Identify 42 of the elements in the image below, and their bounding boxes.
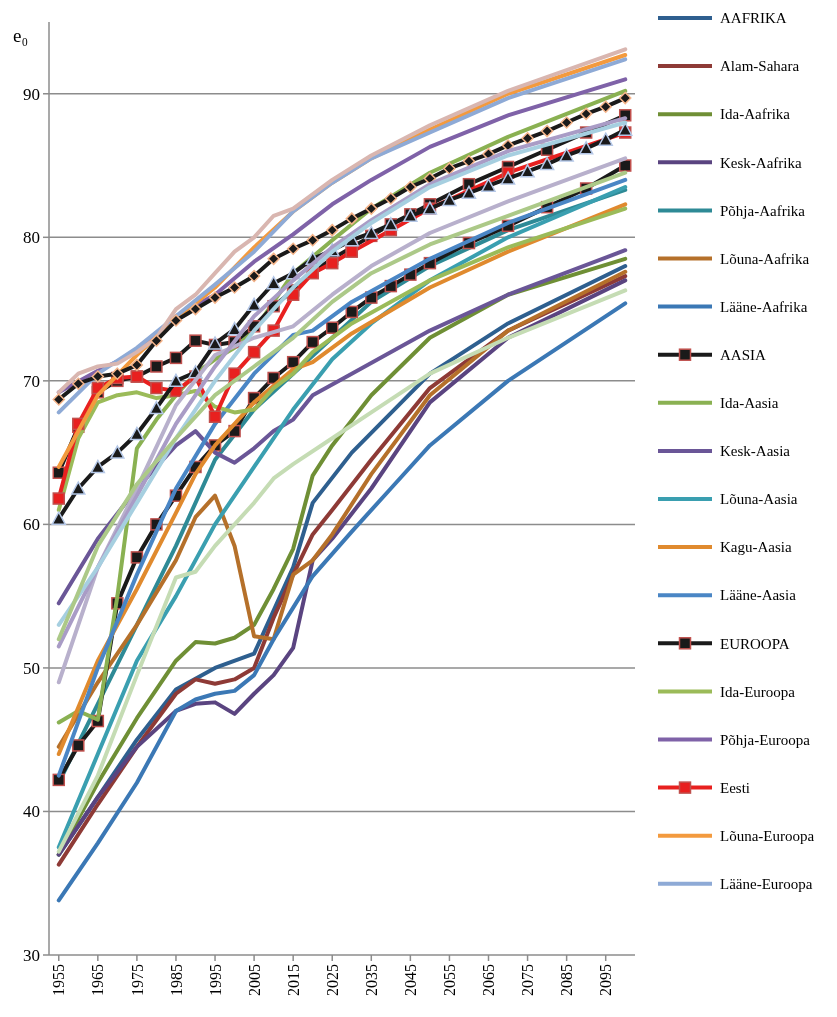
y-tick-label: 80 <box>23 228 40 248</box>
legend-label: EUROOPA <box>720 635 790 652</box>
legend-label: AAFRIKA <box>720 10 787 27</box>
legend-label: Alam-Sahara <box>720 58 800 75</box>
legend-label: Põhja-Aafrika <box>720 202 806 219</box>
legend-label: Kesk-Aafrika <box>720 154 802 171</box>
x-tick-label: 2085 <box>558 964 576 996</box>
legend-label: Lõuna-Aasia <box>720 491 798 508</box>
x-tick-label: 2035 <box>362 964 380 996</box>
x-tick-label: 2055 <box>441 964 459 996</box>
legend-label: Lääne-Euroopa <box>720 876 813 893</box>
legend-label: Lõuna-Euroopa <box>720 827 815 844</box>
legend-label: Lääne-Aasia <box>720 587 797 604</box>
y-tick-label: 30 <box>23 945 40 965</box>
y-axis-title: e₀ <box>13 25 29 46</box>
legend-label: Ida-Aafrika <box>720 106 791 123</box>
x-tick-label: 2005 <box>245 964 263 996</box>
x-tick-label: 2075 <box>519 964 537 996</box>
y-tick-label: 60 <box>23 515 40 535</box>
x-tick-label: 2025 <box>323 964 341 996</box>
legend-label: Kesk-Aasia <box>720 443 791 460</box>
legend-label: Eesti <box>720 779 750 796</box>
x-tick-label: 1985 <box>167 964 185 996</box>
x-tick-label: 1955 <box>50 964 68 996</box>
legend-label: AASIA <box>720 346 766 363</box>
x-tick-label: 2045 <box>401 964 419 996</box>
legend-label: Ida-Euroopa <box>720 683 796 700</box>
legend-label: Lõuna-Aafrika <box>720 250 810 267</box>
x-tick-label: 1965 <box>89 964 107 996</box>
legend-label: Lääne-Aafrika <box>720 298 808 315</box>
y-tick-label: 50 <box>23 658 40 678</box>
legend-label: Kagu-Aasia <box>720 539 792 556</box>
x-tick-label: 1995 <box>206 964 224 996</box>
y-tick-label: 40 <box>23 802 40 822</box>
x-tick-label: 2095 <box>597 964 615 996</box>
x-tick-label: 1975 <box>128 964 146 996</box>
legend-label: Ida-Aasia <box>720 395 779 412</box>
y-tick-label: 70 <box>23 371 40 391</box>
y-tick-label: 90 <box>23 84 40 104</box>
legend-label: Põhja-Euroopa <box>720 731 811 748</box>
x-tick-label: 2065 <box>480 964 498 996</box>
x-tick-label: 2015 <box>284 964 302 996</box>
